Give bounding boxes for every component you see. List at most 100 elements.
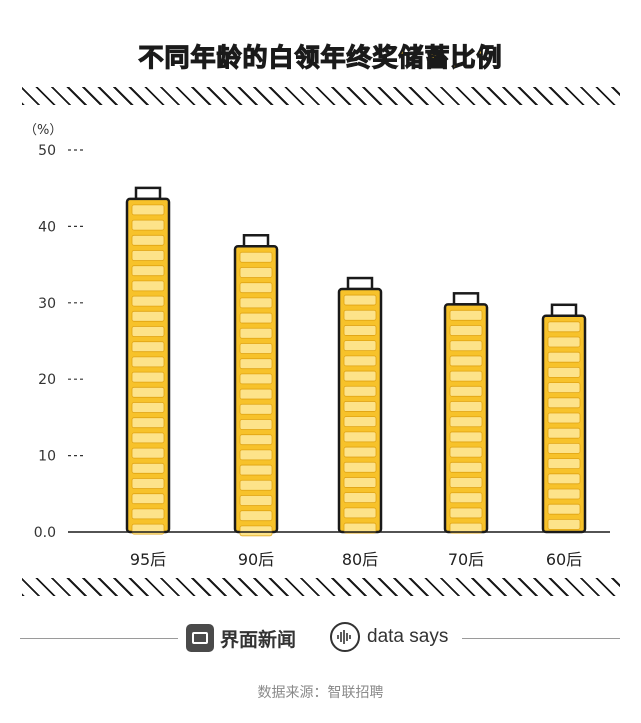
coin	[449, 431, 483, 443]
bar	[337, 276, 383, 534]
coin	[547, 488, 581, 500]
coin	[343, 416, 377, 428]
coin	[239, 525, 273, 537]
coin	[131, 310, 165, 322]
coin	[131, 447, 165, 459]
coin	[131, 219, 165, 231]
coin	[449, 355, 483, 367]
coin	[449, 325, 483, 336]
coin	[547, 473, 581, 485]
coin	[343, 340, 377, 352]
coin	[343, 309, 377, 321]
coin	[239, 495, 273, 506]
coin	[131, 234, 165, 246]
x-tick-label: 60后	[546, 550, 582, 569]
bar-body	[541, 314, 587, 534]
coin	[547, 336, 581, 348]
jiemian-logo-icon	[186, 624, 214, 652]
coin	[343, 446, 377, 458]
coin	[343, 385, 377, 397]
coin	[239, 510, 273, 522]
coin	[449, 385, 483, 397]
coin	[449, 522, 483, 534]
x-tick-label: 90后	[238, 550, 274, 569]
x-tick-label: 70后	[448, 550, 484, 569]
coin	[547, 382, 581, 393]
coin	[239, 358, 273, 370]
y-tick-label: 30	[38, 296, 56, 312]
coin	[547, 503, 581, 515]
footer-rule-right	[462, 638, 620, 639]
bottom-hatch-divider	[22, 578, 620, 596]
bar	[233, 234, 279, 537]
coin	[343, 492, 377, 504]
jiemian-logo: 界面新闻	[186, 624, 296, 652]
coin	[239, 297, 273, 309]
coin	[343, 507, 377, 519]
y-tick-label: 40	[38, 219, 56, 235]
coin	[449, 340, 483, 352]
bar-chart: 0.0 10 20 30 40 50 （%） 95后 90后 80后 70后 60后	[24, 123, 610, 569]
y-axis-label: （%）	[24, 123, 62, 138]
coin	[239, 403, 273, 415]
y-tick-label: 50	[38, 143, 56, 159]
coin	[131, 250, 165, 261]
coin	[239, 464, 273, 476]
coin	[449, 446, 483, 458]
coin	[131, 204, 165, 216]
x-tick-label: 95后	[130, 550, 166, 569]
coin	[547, 442, 581, 454]
coin	[131, 326, 165, 337]
coin	[131, 356, 165, 368]
coin	[449, 416, 483, 428]
coin	[131, 280, 165, 292]
coin	[131, 386, 165, 398]
coin	[239, 434, 273, 446]
coin	[547, 412, 581, 424]
bars	[125, 186, 587, 537]
coin	[449, 461, 483, 473]
bar-cap	[452, 292, 480, 306]
coin	[547, 321, 581, 333]
coin	[343, 401, 377, 412]
coin	[239, 282, 273, 294]
coin	[547, 518, 581, 530]
coin	[131, 265, 165, 277]
coin	[131, 295, 165, 307]
bar-cap	[346, 276, 374, 291]
coin	[449, 477, 483, 488]
data-source-note: 数据来源：智联招聘	[257, 685, 384, 701]
bar-cap	[550, 303, 578, 318]
y-tick-label: 0.0	[34, 525, 56, 541]
bar-cap	[134, 186, 162, 201]
bar	[541, 303, 587, 534]
footer-rule-left	[20, 638, 178, 639]
coin	[449, 492, 483, 504]
coin	[343, 477, 377, 488]
coin	[239, 373, 273, 385]
coin	[131, 341, 165, 353]
coin	[239, 479, 273, 491]
bar	[125, 186, 171, 535]
coin	[131, 417, 165, 429]
coin	[131, 402, 165, 413]
bar	[443, 292, 489, 534]
coin	[547, 351, 581, 363]
coin	[131, 432, 165, 444]
coin	[131, 478, 165, 489]
coin	[343, 370, 377, 382]
coin	[449, 401, 483, 412]
coin	[131, 462, 165, 474]
jiemian-logo-text: 界面新闻	[220, 628, 297, 651]
coin	[239, 327, 273, 339]
y-tick-label: 10	[38, 449, 56, 465]
coin	[239, 388, 273, 400]
coin	[343, 522, 377, 534]
coin	[547, 427, 581, 439]
top-hatch-divider	[22, 87, 620, 105]
x-tick-label: 80后	[342, 550, 378, 569]
coin	[239, 267, 273, 278]
coin	[449, 309, 483, 321]
coin	[131, 493, 165, 505]
coin	[449, 507, 483, 519]
